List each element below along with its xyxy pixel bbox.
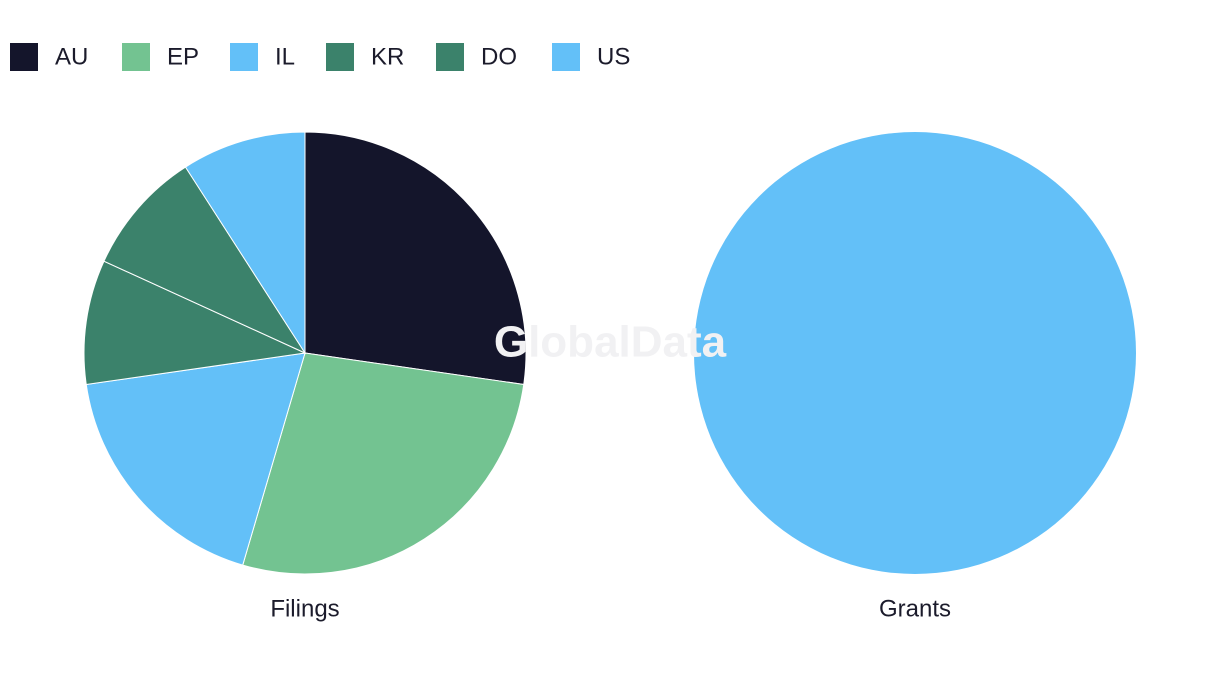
pie-slice (85, 352, 306, 566)
legend-label: KR (371, 43, 404, 70)
pie-slice (184, 131, 306, 355)
legend-swatch (326, 43, 354, 71)
legend-swatch (230, 43, 258, 71)
pie-label: Filings (270, 595, 339, 622)
legend-label: US (597, 43, 630, 70)
legend-swatch (552, 43, 580, 71)
pie-slice (242, 352, 525, 575)
legend-label: DO (481, 43, 517, 70)
pie-label: Grants (879, 595, 951, 622)
legend-label: EP (167, 43, 199, 70)
legend-swatch (10, 43, 38, 71)
legend-label: AU (55, 43, 88, 70)
legend-swatch (436, 43, 464, 71)
pie-slice (83, 260, 307, 386)
watermark: GlobalData (494, 318, 727, 367)
legend-label: IL (275, 43, 295, 70)
pie-slice (694, 132, 1136, 574)
pie-slice (304, 131, 527, 386)
pie-slice (103, 166, 307, 355)
legend-swatch (122, 43, 150, 71)
